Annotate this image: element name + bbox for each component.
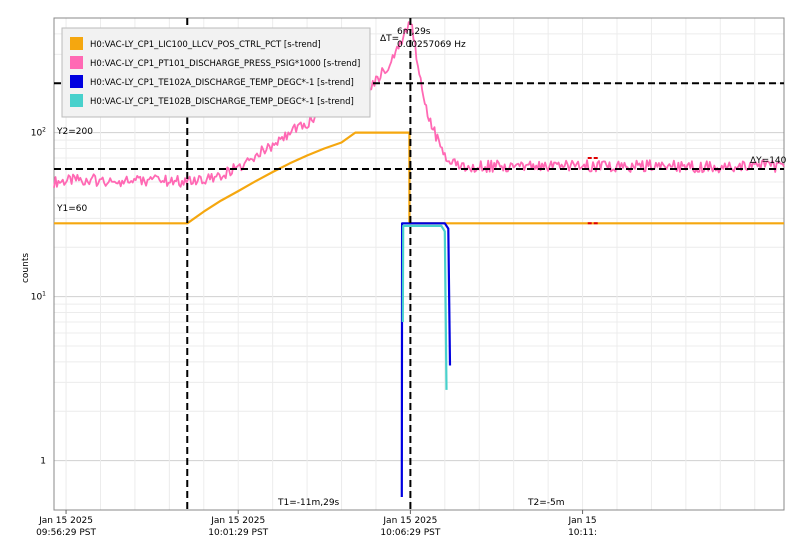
t1-cursor-label: T1=-11m,29s [277,498,340,508]
x-tick-date-2: Jan 15 2025 [382,516,437,526]
x-tick-date-0: Jan 15 2025 [38,516,93,526]
legend-swatch-3 [70,94,83,107]
legend-entry-1[interactable]: H0:VAC-LY_CP1_PT101_DISCHARGE_PRESS_PSIG… [90,59,360,69]
delta-t-frequency: 0.00257069 Hz [397,40,466,50]
series-line-0 [54,131,784,225]
delta-y-label: ΔY=140 [750,156,787,166]
legend-swatch-0 [70,37,83,50]
x-tick-time-2: 10:06:29 PST [380,528,440,538]
legend-entry-2[interactable]: H0:VAC-LY_CP1_TE102A_DISCHARGE_TEMP_DEGC… [90,78,354,88]
delta-t-label: ΔT= [380,34,399,44]
y-tick-label-1: 101 [31,291,46,303]
x-tick-time-0: 09:56:29 PST [36,528,96,538]
series-line-2 [400,222,452,498]
x-tick-time-1: 10:01:29 PST [208,528,268,538]
y-axis-label: counts [21,253,31,283]
legend-entry-0[interactable]: H0:VAC-LY_CP1_LIC100_LLCV_POS_CTRL_PCT [… [90,40,321,50]
delta-t-value: 6m,29s [397,27,431,37]
legend-swatch-1 [70,56,83,69]
series-line-3 [401,224,448,390]
legend-box [61,27,371,118]
legend[interactable]: H0:VAC-LY_CP1_LIC100_LLCV_POS_CTRL_PCT [… [61,27,371,118]
series-line-1 [53,21,785,188]
x-axis-ticks: Jan 15 2025 09:56:29 PST Jan 15 2025 10:01:… [36,510,597,538]
series-layer [53,21,785,498]
y2-cursor-label: Y2=200 [56,127,93,137]
y-tick-label-2: 102 [31,127,46,139]
legend-swatch-2 [70,75,83,88]
y-tick-label-0: 1 [40,457,46,467]
grid [54,17,784,511]
x-tick-date-1: Jan 15 2025 [210,516,265,526]
t2-cursor-label: T2=-5m [527,498,565,508]
x-tick-date-3: Jan 15 [567,516,596,526]
y-axis-ticks: 1 101 102 [31,127,46,467]
plot-frame [53,17,785,511]
y1-cursor-label: Y1=60 [56,204,87,214]
x-tick-time-3: 10:11: [568,528,597,538]
legend-entry-3[interactable]: H0:VAC-LY_CP1_TE102B_DISCHARGE_TEMP_DEGC… [90,97,354,107]
